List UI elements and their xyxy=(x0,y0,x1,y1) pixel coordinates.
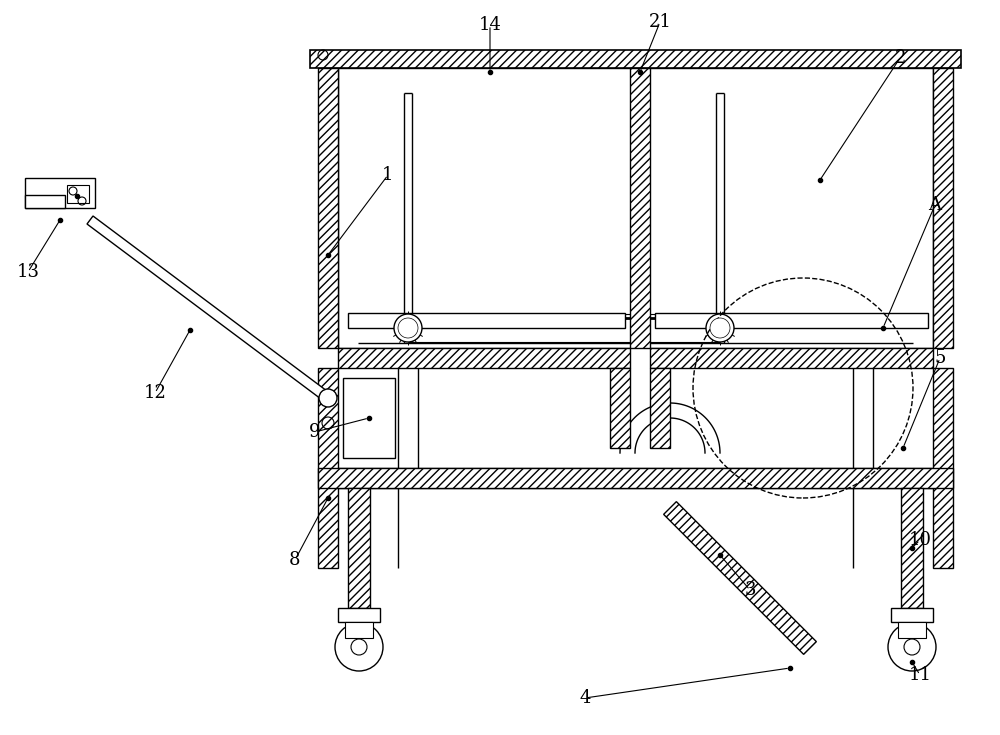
Text: 12: 12 xyxy=(144,384,166,402)
Bar xyxy=(655,313,928,328)
Polygon shape xyxy=(87,216,331,402)
Bar xyxy=(901,488,923,608)
Text: 10: 10 xyxy=(908,531,932,549)
Text: 11: 11 xyxy=(908,666,932,684)
Circle shape xyxy=(888,623,936,671)
Text: 3: 3 xyxy=(744,581,756,599)
Bar xyxy=(348,313,625,328)
Text: 2: 2 xyxy=(894,49,906,67)
Bar xyxy=(630,68,650,348)
Bar xyxy=(898,622,926,638)
Bar xyxy=(318,468,953,488)
Bar xyxy=(345,622,373,638)
Polygon shape xyxy=(25,178,95,208)
Bar xyxy=(650,348,933,368)
Bar xyxy=(318,68,338,348)
Bar xyxy=(891,608,933,622)
Text: 14: 14 xyxy=(479,16,501,34)
Text: A: A xyxy=(928,196,942,214)
Bar xyxy=(933,368,953,568)
Bar xyxy=(610,368,630,448)
Text: 21: 21 xyxy=(649,13,671,31)
Bar xyxy=(310,50,961,68)
Bar xyxy=(338,608,380,622)
Circle shape xyxy=(351,639,367,655)
Bar xyxy=(650,368,670,448)
Text: 4: 4 xyxy=(579,689,591,707)
Bar xyxy=(933,68,953,348)
Polygon shape xyxy=(25,195,65,208)
Polygon shape xyxy=(664,501,816,654)
Circle shape xyxy=(710,318,730,338)
Circle shape xyxy=(319,389,337,407)
Bar xyxy=(338,348,630,368)
Circle shape xyxy=(335,623,383,671)
Circle shape xyxy=(904,639,920,655)
Circle shape xyxy=(398,318,418,338)
Text: 1: 1 xyxy=(382,166,394,184)
Text: 8: 8 xyxy=(289,551,301,569)
Bar xyxy=(343,378,395,458)
Text: 9: 9 xyxy=(309,423,321,441)
Bar xyxy=(348,488,370,608)
Bar xyxy=(318,368,338,568)
Circle shape xyxy=(706,314,734,342)
Circle shape xyxy=(394,314,422,342)
Bar xyxy=(67,185,89,203)
Text: 5: 5 xyxy=(934,349,946,367)
Text: 13: 13 xyxy=(16,263,40,281)
